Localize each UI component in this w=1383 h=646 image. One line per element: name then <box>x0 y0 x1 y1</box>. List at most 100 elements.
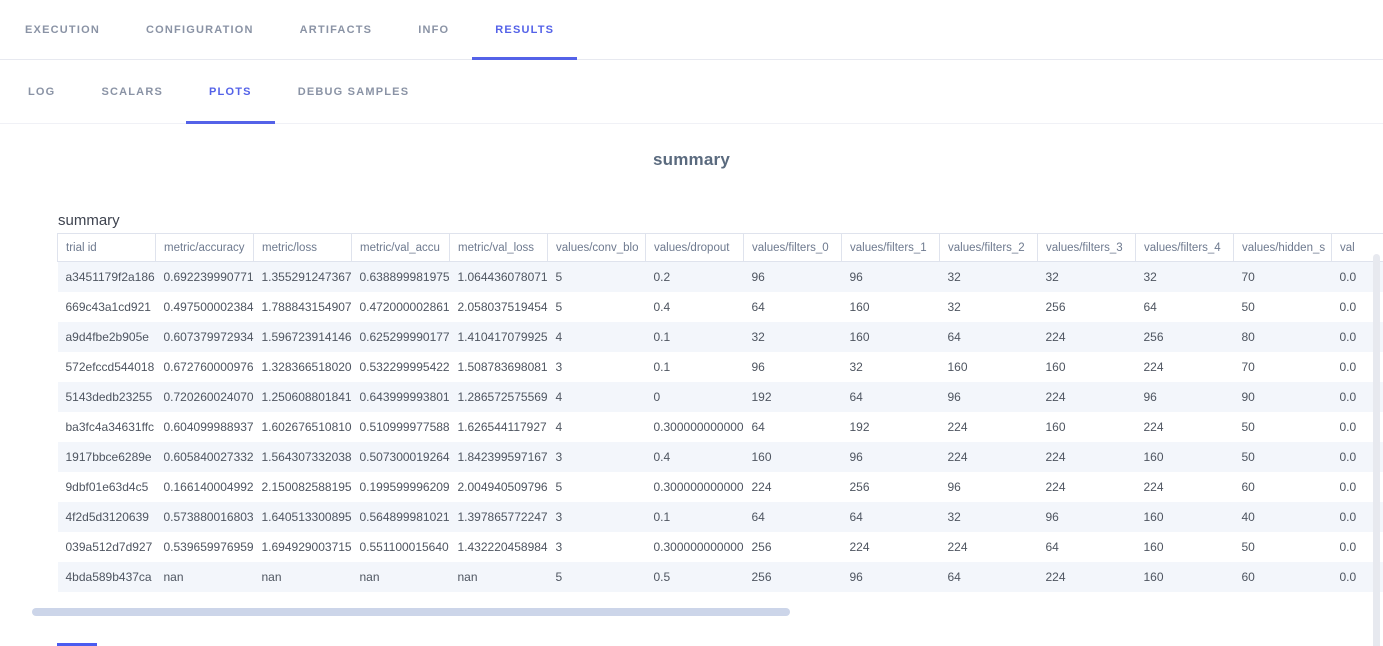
table-cell: 0.607379972934 <box>156 322 254 352</box>
table-cell: 90 <box>1234 382 1332 412</box>
table-cell: 1.602676510810 <box>254 412 352 442</box>
vertical-scrollbar-thumb[interactable] <box>1373 254 1380 646</box>
secondary-tab-scalars[interactable]: SCALARS <box>78 60 186 123</box>
table-cell: 160 <box>1136 562 1234 592</box>
table-cell: 32 <box>842 352 940 382</box>
table-cell: 64 <box>744 502 842 532</box>
table-cell: 32 <box>940 262 1038 292</box>
table-cell: 224 <box>940 412 1038 442</box>
table-cell: 256 <box>1038 292 1136 322</box>
secondary-tab-plots[interactable]: PLOTS <box>186 60 275 123</box>
table-cell: 4 <box>548 322 646 352</box>
table-cell: 1.694929003715 <box>254 532 352 562</box>
column-header: metric/loss <box>254 234 352 262</box>
primary-tab-execution[interactable]: EXECUTION <box>2 0 123 59</box>
table-cell: 1.064436078071 <box>450 262 548 292</box>
table-row: a3451179f2a1860.6922399907711.3552912473… <box>58 262 1383 292</box>
table-cell: 0.507300019264 <box>352 442 450 472</box>
primary-tab-bar: EXECUTIONCONFIGURATIONARTIFACTSINFORESUL… <box>0 0 1383 60</box>
table-cell: 160 <box>940 352 1038 382</box>
column-header: values/hidden_s <box>1234 234 1332 262</box>
table-cell: 1.286572575569 <box>450 382 548 412</box>
table-cell: 3 <box>548 532 646 562</box>
table-cell: 96 <box>842 442 940 472</box>
table-cell: 32 <box>744 322 842 352</box>
table-cell: 0.1 <box>646 352 744 382</box>
table-cell: 5 <box>548 262 646 292</box>
primary-tab-results[interactable]: RESULTS <box>472 0 577 59</box>
table-row: 1917bbce6289e0.6058400273321.56430733203… <box>58 442 1383 472</box>
table-row: 669c43a1cd9210.4975000023841.78884315490… <box>58 292 1383 322</box>
table-cell: 32 <box>1136 262 1234 292</box>
column-header: values/dropout <box>646 234 744 262</box>
table-row: 4f2d5d31206390.5738800168031.64051330089… <box>58 502 1383 532</box>
table-cell: 0.672760000976 <box>156 352 254 382</box>
primary-tab-configuration[interactable]: CONFIGURATION <box>123 0 277 59</box>
table-cell: 192 <box>744 382 842 412</box>
table-cell: 96 <box>1136 382 1234 412</box>
table-cell: 64 <box>1038 532 1136 562</box>
panel-vertical-scrollbar[interactable] <box>1373 254 1380 646</box>
table-cell: 64 <box>744 292 842 322</box>
primary-tab-info[interactable]: INFO <box>395 0 472 59</box>
table-cell: 4bda589b437ca <box>58 562 156 592</box>
table-cell: 0 <box>646 382 744 412</box>
summary-table-container: summary trial idmetric/accuracymetric/lo… <box>57 212 1383 616</box>
table-cell: 64 <box>940 322 1038 352</box>
table-row: 039a512d7d9270.5396599769591.69492900371… <box>58 532 1383 562</box>
table-cell: 4f2d5d3120639 <box>58 502 156 532</box>
table-cell: 1917bbce6289e <box>58 442 156 472</box>
plots-panel: summary summary trial idmetric/accuracym… <box>0 124 1383 616</box>
summary-table: trial idmetric/accuracymetric/lossmetric… <box>57 233 1383 592</box>
table-cell: 96 <box>940 472 1038 502</box>
primary-tab-artifacts[interactable]: ARTIFACTS <box>277 0 396 59</box>
table-cell: 160 <box>1136 532 1234 562</box>
table-cell: a3451179f2a186 <box>58 262 156 292</box>
table-cell: 96 <box>842 262 940 292</box>
task-details-page: EXECUTIONCONFIGURATIONARTIFACTSINFORESUL… <box>0 0 1383 616</box>
table-cell: 70 <box>1234 262 1332 292</box>
table-cell: 1.640513300895 <box>254 502 352 532</box>
column-header: metric/accuracy <box>156 234 254 262</box>
table-cell: 0.199599996209 <box>352 472 450 502</box>
table-cell: a9d4fbe2b905e <box>58 322 156 352</box>
table-cell: 1.626544117927 <box>450 412 548 442</box>
table-cell: 1.432220458984 <box>450 532 548 562</box>
table-row: ba3fc4a34631ffc0.6040999889371.602676510… <box>58 412 1383 442</box>
table-cell: 256 <box>744 562 842 592</box>
table-cell: 0.638899981975 <box>352 262 450 292</box>
table-cell: 572efccd544018 <box>58 352 156 382</box>
table-cell: 3 <box>548 442 646 472</box>
table-cell: 0.604099988937 <box>156 412 254 442</box>
table-cell: 64 <box>1136 292 1234 322</box>
table-cell: 0.472000002861 <box>352 292 450 322</box>
table-cell: 0.166140004992 <box>156 472 254 502</box>
table-cell: 32 <box>940 502 1038 532</box>
table-cell: 0.532299995422 <box>352 352 450 382</box>
table-cell: 1.250608801841 <box>254 382 352 412</box>
table-cell: 64 <box>940 562 1038 592</box>
table-horizontal-scrollbar[interactable] <box>32 608 790 616</box>
table-cell: 0.3000000000000 <box>646 412 744 442</box>
table-cell: 1.842399597167 <box>450 442 548 472</box>
table-cell: 1.328366518020 <box>254 352 352 382</box>
table-row: 572efccd5440180.6727600009761.3283665180… <box>58 352 1383 382</box>
table-cell: 224 <box>1038 442 1136 472</box>
table-cell: 224 <box>842 532 940 562</box>
table-cell: 0.573880016803 <box>156 502 254 532</box>
table-cell: 256 <box>744 532 842 562</box>
table-cell: 40 <box>1234 502 1332 532</box>
table-title: summary <box>58 212 1383 229</box>
secondary-tab-debug-samples[interactable]: DEBUG SAMPLES <box>275 60 433 123</box>
table-cell: 160 <box>842 292 940 322</box>
table-cell: 0.564899981021 <box>352 502 450 532</box>
table-cell: 0.5 <box>646 562 744 592</box>
table-cell: 96 <box>1038 502 1136 532</box>
table-cell: 0.551100015640 <box>352 532 450 562</box>
table-cell: 0.4 <box>646 442 744 472</box>
table-cell: 1.788843154907 <box>254 292 352 322</box>
table-cell: 50 <box>1234 412 1332 442</box>
secondary-tab-log[interactable]: LOG <box>5 60 78 123</box>
table-cell: 32 <box>1038 262 1136 292</box>
table-cell: 5 <box>548 472 646 502</box>
